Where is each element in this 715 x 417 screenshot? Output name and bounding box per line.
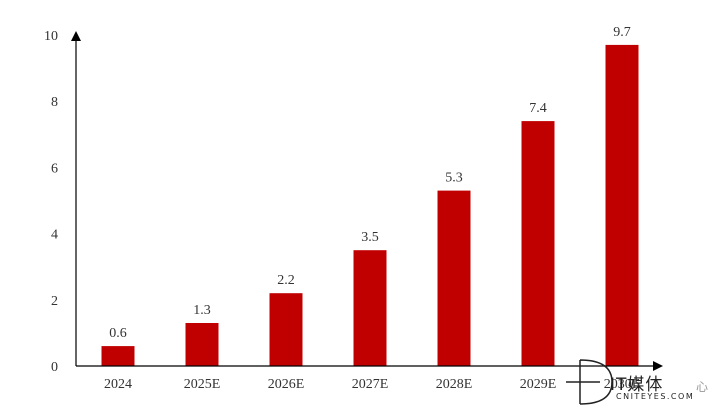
watermark-tail: 心: [696, 380, 709, 394]
bar-2030E: [605, 44, 639, 367]
x-tick-label-2029E: 2029E: [520, 377, 557, 392]
y-tick-label-2: 2: [51, 294, 58, 309]
bar-2029E: [521, 121, 555, 366]
x-tick-label-2027E: 2027E: [352, 377, 389, 392]
tick-labels-layer: 2024 2025E 2026E 2027E 2028E 2029E 2030E 0 2 4 6 8 1…: [44, 29, 640, 392]
x-tick-label-2026E: 2026E: [268, 377, 305, 392]
y-tick-label-0: 0: [51, 360, 58, 375]
data-label-2030E: 9.7: [613, 25, 631, 40]
data-label-2027E: 3.5: [361, 230, 379, 245]
bar-2027E: [353, 250, 387, 366]
y-tick-label-10: 10: [44, 29, 58, 44]
bar-2026E: [269, 293, 303, 366]
bar-2024: [101, 346, 135, 366]
bar-2025E: [185, 323, 219, 366]
x-tick-label-2028E: 2028E: [436, 377, 473, 392]
watermark-emblem-icon: [566, 359, 613, 405]
y-tick-label-4: 4: [51, 228, 58, 243]
y-tick-label-8: 8: [51, 95, 58, 110]
data-label-2026E: 2.2: [277, 273, 295, 288]
data-label-2025E: 1.3: [193, 303, 211, 318]
x-tick-label-2025E: 2025E: [184, 377, 221, 392]
watermark-text-en: CNITEYES.COM: [616, 392, 695, 401]
watermark-logo: IT媒体 CNITEYES.COM 心: [566, 356, 714, 414]
bar-2028E: [437, 190, 471, 366]
y-tick-label-6: 6: [51, 161, 58, 176]
data-label-2028E: 5.3: [445, 171, 463, 186]
data-label-2029E: 7.4: [529, 101, 547, 116]
x-tick-label-2030E: 2030E: [604, 377, 641, 392]
data-labels-layer: 0.6 1.3 2.2 3.5 5.3 7.4 9.7: [109, 25, 631, 341]
x-tick-label-2024: 2024: [104, 377, 132, 392]
bars-layer: [101, 44, 639, 367]
data-label-2024: 0.6: [109, 326, 127, 341]
watermark-text-cn: IT媒体: [610, 375, 664, 395]
